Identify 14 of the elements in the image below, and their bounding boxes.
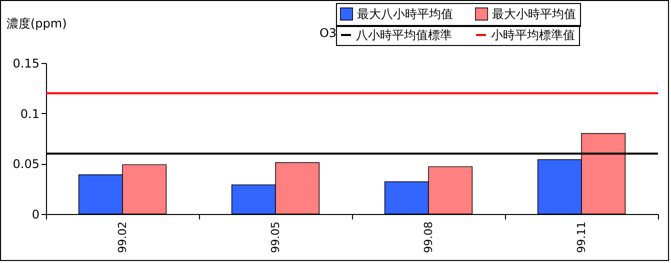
legend-label: 小時平均標準值 — [491, 28, 575, 42]
legend-label: 最大小時平均值 — [492, 6, 576, 21]
chart-title: O3 — [319, 26, 337, 40]
y-tick-label: 0.15 — [12, 56, 40, 70]
y-tick-label: 0 — [32, 208, 40, 222]
x-tick-label: 99.05 — [269, 222, 282, 253]
y-tick-label: 0.05 — [12, 157, 40, 172]
legend-label: 最大八小時平均值 — [357, 6, 453, 21]
x-tick-label: 99.02 — [116, 222, 129, 253]
x-tick-label: 99.08 — [422, 222, 435, 253]
y-tick-label: 0.1 — [20, 106, 40, 121]
x-tick-label: 99.11 — [575, 222, 588, 253]
y-axis-title: 濃度(ppm) — [6, 16, 67, 30]
legend-label: 八小時平均值標準 — [356, 28, 452, 42]
